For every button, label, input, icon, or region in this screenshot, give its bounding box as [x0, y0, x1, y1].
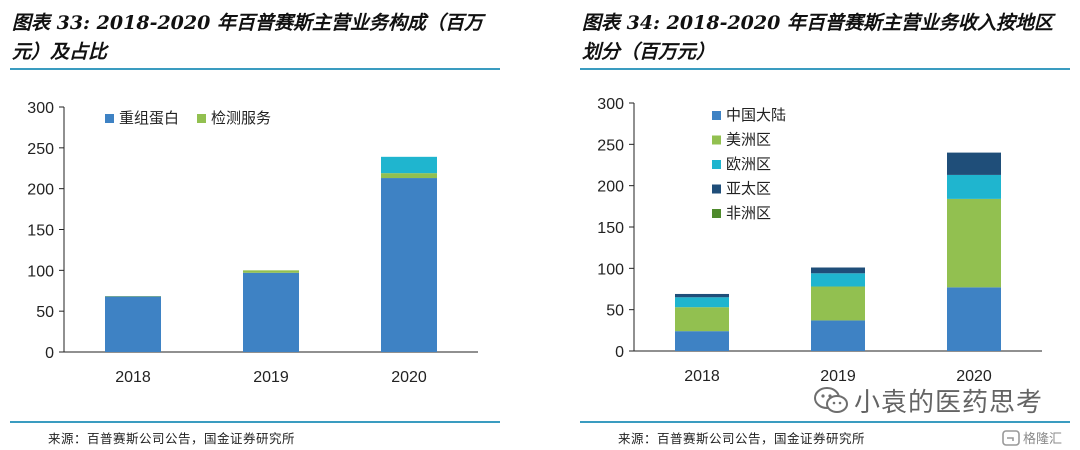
y-tick-label: 150	[597, 220, 624, 237]
legend-swatch	[105, 114, 114, 123]
y-tick-label: 100	[27, 263, 54, 280]
bar-segment-2018-series-1	[675, 307, 729, 332]
x-tick-label-2018: 2018	[115, 369, 151, 386]
bar-segment-2018-series-2	[675, 297, 729, 308]
y-tick-label: 300	[27, 100, 54, 117]
x-tick-label-2019: 2019	[253, 369, 289, 386]
legend-swatch	[712, 135, 721, 145]
legend-label: 美洲区	[726, 131, 771, 149]
legend-swatch	[712, 111, 721, 120]
corner-logo-text: 格隆汇	[1023, 432, 1063, 447]
y-tick-label: 200	[597, 179, 624, 196]
x-tick-label-2018: 2018	[684, 368, 720, 385]
y-tick-label: 200	[27, 182, 54, 199]
wechat-icon	[814, 387, 848, 413]
y-tick-label: 250	[597, 137, 624, 154]
legend-label: 非洲区	[726, 204, 771, 222]
gelonghui-logo-icon	[1002, 429, 1020, 446]
legend-label: 亚太区	[726, 180, 771, 198]
left-chart-panel: 图表 33: 2018-2020 年百普赛斯主营业务构成（百万元）及占比 0 50…	[0, 0, 510, 450]
legend-swatch	[712, 160, 721, 169]
left-source-note: 来源：百普赛斯公司公告，国金证券研究所	[48, 431, 296, 446]
right-chart-title: 图表 34: 2018-2020 年百普赛斯主营业务收入按地区划分（百万元）	[582, 12, 1053, 63]
legend-label: 中国大陆	[726, 106, 786, 124]
legend-label: 欧洲区	[726, 155, 771, 173]
legend-label: 检测服务	[211, 109, 271, 127]
watermark: 小袁的医药思考	[812, 382, 1043, 418]
bar-segment-2019-series-3	[811, 267, 865, 274]
right-chart-panel: 图表 34: 2018-2020 年百普赛斯主营业务收入按地区划分（百万元） 0…	[570, 0, 1080, 450]
left-footer-divider	[10, 421, 500, 423]
bar-segment-2019-series-1	[243, 270, 299, 273]
y-tick-label: 50	[36, 304, 54, 321]
y-tick-label: 0	[45, 345, 54, 362]
y-tick-label: 150	[27, 223, 54, 240]
bar-segment-2020-series-2	[381, 156, 437, 174]
y-tick-label: 50	[606, 303, 624, 320]
bar-segment-2019-series-2	[811, 273, 865, 287]
legend-swatch	[712, 209, 721, 218]
legend-swatch	[197, 114, 206, 123]
right-footer-divider	[580, 421, 1070, 423]
right-title-divider	[580, 68, 1070, 70]
bar-segment-2020-series-3	[947, 152, 1001, 175]
watermark-text: 小袁的医药思考	[854, 387, 1044, 418]
y-tick-label: 100	[597, 261, 624, 278]
bar-segment-2020-series-0	[947, 287, 1001, 351]
y-tick-label: 250	[27, 141, 54, 158]
legend-swatch	[712, 184, 721, 194]
y-tick-label: 300	[597, 96, 624, 113]
left-title-divider	[10, 68, 500, 70]
corner-logo: 格隆汇	[1002, 428, 1062, 447]
right-chart: 0 50 100 150 200 250 300 2018 2019 2020 中国大陆美洲区欧洲区…	[597, 96, 1042, 385]
bar-segment-2018-series-3	[675, 293, 729, 298]
bar-segment-2019-series-0	[811, 320, 865, 351]
bar-segment-2020-series-1	[381, 173, 437, 179]
x-tick-label-2020: 2020	[956, 368, 992, 385]
x-tick-label-2020: 2020	[391, 369, 427, 386]
right-source-note: 来源：百普赛斯公司公告，国金证券研究所	[618, 431, 866, 446]
legend-label: 重组蛋白	[119, 109, 179, 127]
bar-segment-2018-series-0	[675, 331, 729, 351]
bar-segment-2019-series-0	[243, 272, 299, 352]
bar-segment-2020-series-1	[947, 198, 1001, 288]
x-tick-label-2019: 2019	[820, 368, 856, 385]
left-chart-title: 图表 33: 2018-2020 年百普赛斯主营业务构成（百万元）及占比	[12, 12, 483, 63]
left-chart: 0 50 100 150 200 250 300 2018 2019 2020 重组蛋白 检测服务	[27, 100, 478, 386]
y-tick-label: 0	[615, 344, 624, 361]
bar-segment-2020-series-0	[381, 178, 437, 352]
bar-segment-2018-series-0	[105, 296, 161, 352]
bar-segment-2020-series-2	[947, 174, 1001, 199]
bar-segment-2019-series-1	[811, 286, 865, 321]
